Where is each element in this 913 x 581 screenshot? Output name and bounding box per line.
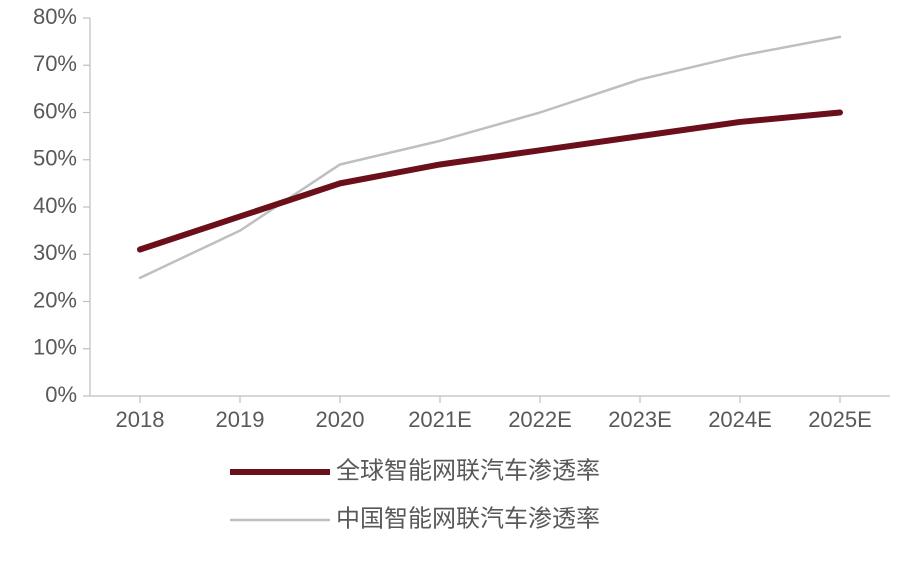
y-axis-label: 40% bbox=[33, 193, 77, 218]
x-axis-label: 2023E bbox=[608, 407, 672, 432]
x-axis-label: 2019 bbox=[216, 407, 265, 432]
x-axis-label: 2022E bbox=[508, 407, 572, 432]
y-axis-label: 0% bbox=[45, 382, 77, 407]
penetration-rate-chart: 0% 10% 20% 30% 40% 50% 60% 70% 80% 2018 2019 2020 20… bbox=[0, 0, 913, 581]
y-axis-label: 50% bbox=[33, 146, 77, 171]
legend-label: 中国智能网联汽车渗透率 bbox=[336, 505, 600, 532]
y-axis-label: 60% bbox=[33, 98, 77, 123]
y-axis-label: 70% bbox=[33, 51, 77, 76]
y-axis-label: 30% bbox=[33, 240, 77, 265]
y-axis-label: 80% bbox=[33, 4, 77, 29]
legend-label: 全球智能网联汽车渗透率 bbox=[336, 457, 600, 484]
x-axis-label: 2024E bbox=[708, 407, 772, 432]
x-axis-label: 2020 bbox=[316, 407, 365, 432]
x-axis-label: 2025E bbox=[808, 407, 872, 432]
y-axis-label: 20% bbox=[33, 287, 77, 312]
chart-svg: 0% 10% 20% 30% 40% 50% 60% 70% 80% 2018 2019 2020 20… bbox=[0, 0, 913, 581]
y-axis-label: 10% bbox=[33, 335, 77, 360]
x-axis-label: 2021E bbox=[408, 407, 472, 432]
x-axis-label: 2018 bbox=[116, 407, 165, 432]
